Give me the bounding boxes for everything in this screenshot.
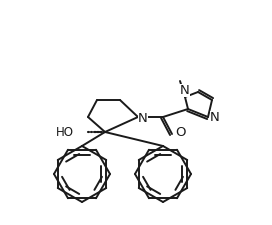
Text: N: N [210,111,220,124]
Text: N: N [180,84,190,97]
Text: O: O [175,126,185,139]
Text: N: N [138,112,148,125]
Text: HO: HO [56,126,74,139]
